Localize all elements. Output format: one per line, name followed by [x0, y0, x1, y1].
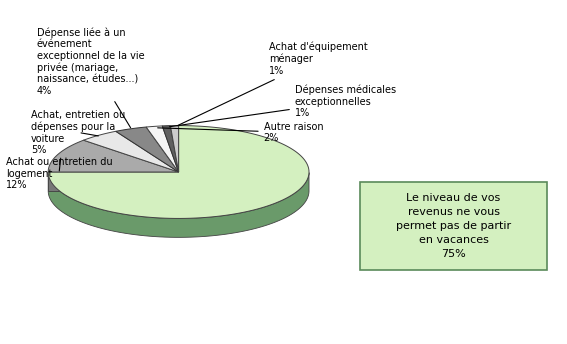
Polygon shape	[48, 140, 179, 172]
Text: Autre raison
2%: Autre raison 2%	[158, 122, 323, 143]
Polygon shape	[83, 131, 179, 172]
Polygon shape	[48, 172, 179, 191]
FancyBboxPatch shape	[360, 182, 547, 270]
Text: Dépense liée à un
événement
exceptionnel de la vie
privée (mariage,
naissance, é: Dépense liée à un événement exceptionnel…	[37, 28, 145, 128]
Polygon shape	[171, 126, 179, 172]
Text: Achat, entretien ou
dépenses pour la
voiture
5%: Achat, entretien ou dépenses pour la voi…	[31, 110, 125, 155]
Text: Le niveau de vos
revenus ne vous
permet pas de partir
en vacances
75%: Le niveau de vos revenus ne vous permet …	[396, 193, 511, 259]
Polygon shape	[146, 126, 179, 172]
Polygon shape	[48, 126, 309, 218]
Polygon shape	[48, 172, 309, 237]
Text: Achat ou entretien du
logement
12%: Achat ou entretien du logement 12%	[6, 157, 112, 190]
Text: Dépenses médicales
exceptionnelles
1%: Dépenses médicales exceptionnelles 1%	[170, 85, 396, 127]
Polygon shape	[162, 126, 179, 172]
Polygon shape	[116, 127, 179, 172]
Polygon shape	[48, 172, 179, 191]
Text: Achat d'équipement
ménager
1%: Achat d'équipement ménager 1%	[177, 41, 368, 126]
